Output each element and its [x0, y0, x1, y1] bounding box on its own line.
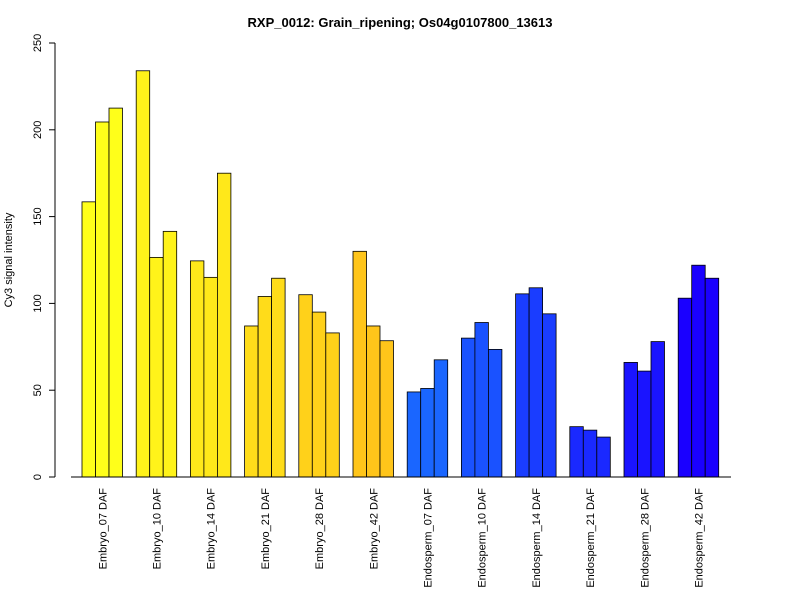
bar [203, 276, 218, 478]
bar [325, 332, 340, 478]
bar [420, 388, 435, 478]
bar [569, 426, 584, 478]
y-tick-label: 100 [32, 294, 44, 312]
bar [637, 370, 652, 478]
x-category-label: Endosperm_21 DAF [585, 488, 597, 588]
bar [460, 337, 476, 478]
bar [515, 293, 530, 478]
bar [162, 230, 178, 478]
bar [691, 264, 706, 478]
x-category-label: Endosperm_28 DAF [639, 488, 651, 588]
bar [582, 429, 598, 478]
bar [379, 340, 394, 478]
bar [366, 325, 381, 478]
bar [623, 362, 638, 478]
bar [244, 325, 259, 478]
bar [704, 277, 720, 478]
y-tick-label: 0 [32, 474, 44, 480]
bar [596, 436, 611, 478]
bar [135, 70, 151, 478]
bar [95, 121, 110, 478]
bar [81, 201, 96, 478]
bar [352, 250, 367, 478]
bar [311, 311, 327, 478]
bar [271, 277, 286, 478]
y-tick-label: 200 [32, 121, 44, 139]
y-tick-label: 50 [32, 384, 44, 396]
bar [474, 322, 489, 478]
x-category-label: Embryo_42 DAF [368, 488, 380, 570]
x-category-label: Embryo_21 DAF [260, 488, 272, 570]
y-tick-label: 150 [32, 207, 44, 225]
bar [149, 256, 164, 478]
chart-title: RXP_0012: Grain_ripening; Os04g0107800_1… [248, 15, 553, 30]
bar [406, 391, 422, 478]
x-category-label: Embryo_07 DAF [97, 488, 109, 570]
bar [298, 294, 313, 478]
x-category-label: Embryo_14 DAF [206, 488, 218, 570]
x-axis-labels: Embryo_07 DAF Embryo_10 DAF Embryo_14 DAF E… [97, 488, 705, 588]
x-category-label: Endosperm_07 DAF [422, 488, 434, 588]
x-category-label: Endosperm_10 DAF [477, 488, 489, 588]
bar [216, 172, 232, 478]
x-category-label: Endosperm_42 DAF [693, 488, 705, 588]
y-tick-label: 250 [32, 34, 44, 52]
y-axis: 0 50 100 150 200 250 [32, 34, 56, 480]
bars [81, 70, 720, 478]
bar [677, 297, 693, 478]
bar [257, 296, 273, 478]
bar [433, 359, 449, 478]
bar [108, 107, 123, 478]
bar [542, 313, 557, 478]
bar [650, 341, 665, 478]
bar [487, 348, 503, 478]
x-category-label: Embryo_28 DAF [314, 488, 326, 570]
x-category-label: Embryo_10 DAF [151, 488, 163, 570]
y-axis-label: Cy3 signal intensity [3, 212, 15, 307]
x-category-label: Endosperm_14 DAF [531, 488, 543, 588]
bar [528, 287, 543, 478]
bar [189, 260, 205, 478]
